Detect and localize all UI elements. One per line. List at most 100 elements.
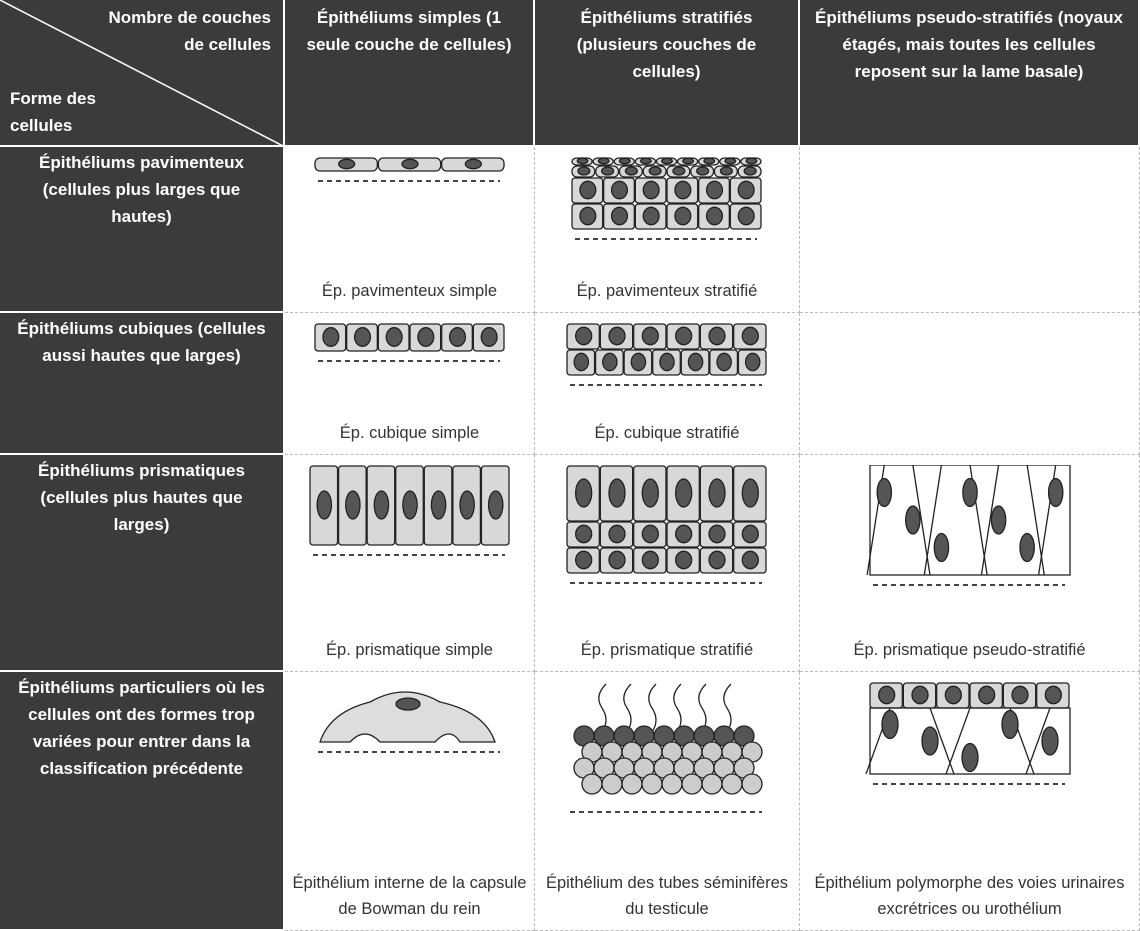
table-cell: Ép. pavimenteux simple — [285, 147, 535, 313]
nucleus — [877, 685, 895, 705]
epithelium-illustration — [866, 465, 1071, 586]
nucleus — [1010, 685, 1029, 705]
nucleus — [977, 685, 995, 705]
cell — [721, 773, 743, 795]
nucleus — [933, 532, 949, 563]
nucleus — [608, 326, 626, 346]
nucleus — [575, 550, 593, 570]
nucleus — [1040, 726, 1059, 756]
nucleus — [315, 490, 332, 520]
nucleus — [659, 352, 675, 372]
flagellum — [698, 683, 707, 733]
nucleus — [920, 726, 939, 756]
row-label: Épithéliums pavimenteux (cellules plus l… — [0, 147, 285, 313]
nucleus — [601, 166, 615, 176]
nucleus — [353, 327, 371, 347]
cells — [308, 465, 510, 546]
nucleus — [385, 327, 403, 347]
cell — [318, 691, 496, 743]
table-cell: Ép. cubique simple — [285, 313, 535, 455]
nucleus — [672, 166, 686, 176]
nucleus — [1047, 477, 1064, 508]
nucleus — [573, 352, 590, 372]
nucleus — [458, 490, 475, 520]
nucleus — [708, 326, 726, 346]
nucleus — [608, 478, 626, 508]
table-cell: Épithélium des tubes séminifères du test… — [535, 672, 800, 931]
nucleus — [741, 478, 759, 508]
cell — [681, 773, 703, 795]
cell — [641, 773, 663, 795]
nucleus — [944, 685, 962, 705]
flagellum — [598, 683, 607, 733]
nucleus — [741, 524, 759, 544]
cell-layer — [868, 465, 1071, 576]
nucleus — [610, 206, 629, 226]
flagellum — [648, 683, 657, 733]
nucleus — [337, 158, 355, 170]
cell — [601, 773, 623, 795]
cell — [661, 773, 683, 795]
nucleus — [480, 327, 498, 347]
caption: Ép. prismatique simple — [326, 641, 493, 659]
nucleus — [1000, 709, 1019, 740]
nucleus — [618, 157, 631, 165]
nucleus — [641, 478, 659, 508]
column-header: Épithéliums simples (1 seule couche de c… — [285, 0, 535, 147]
caption: Épithélium des tubes séminifères du test… — [545, 874, 789, 918]
nucleus — [990, 505, 1006, 535]
nucleus — [575, 326, 593, 346]
cell-layer — [868, 707, 1071, 775]
cells — [866, 465, 1071, 576]
nucleus — [400, 158, 419, 170]
nucleus — [675, 550, 693, 570]
nucleus — [675, 478, 693, 508]
flagellum — [723, 683, 732, 733]
cell — [581, 773, 603, 795]
epithelium-illustration — [317, 691, 500, 753]
nucleus — [373, 490, 389, 520]
cells — [571, 157, 762, 230]
nucleus — [674, 206, 692, 226]
column-header: Épithéliums stratifiés (plusieurs couche… — [535, 0, 800, 147]
diagonal — [0, 0, 285, 147]
nucleus — [675, 326, 693, 346]
cell-border — [1024, 707, 1051, 775]
nucleus — [716, 352, 732, 372]
nucleus — [737, 206, 755, 226]
nucleus — [648, 166, 662, 176]
caption: Ép. prismatique pseudo-stratifié — [853, 641, 1086, 659]
nucleus — [687, 352, 704, 372]
table-cell — [800, 147, 1140, 313]
cell — [701, 773, 723, 795]
cells — [318, 691, 496, 743]
cells — [566, 323, 767, 376]
nucleus — [344, 490, 361, 520]
nucleus — [675, 524, 693, 544]
nucleus — [575, 524, 593, 544]
caption: Ép. prismatique stratifié — [580, 641, 754, 659]
nucleus — [639, 157, 652, 165]
nucleus — [641, 326, 659, 346]
flagellum — [673, 683, 682, 733]
nucleus — [745, 157, 758, 165]
nucleus — [705, 180, 724, 200]
nucleus — [448, 327, 466, 347]
nucleus — [744, 352, 761, 372]
cell-border — [923, 465, 942, 576]
corner-top-text: Nombre de couches de cellules — [108, 8, 272, 54]
nucleus — [741, 550, 759, 570]
nucleus — [577, 166, 591, 176]
table-cell: Ép. pavimenteux stratifié — [535, 147, 800, 313]
cells — [566, 465, 767, 574]
nucleus — [602, 352, 618, 372]
corner-bottom-text: Forme des cellules — [10, 89, 96, 135]
epithelium-illustration — [864, 682, 1071, 785]
nucleus — [719, 166, 733, 176]
caption: Ép. cubique simple — [339, 424, 480, 442]
nucleus — [708, 478, 726, 508]
nucleus — [576, 157, 589, 165]
nucleus — [416, 327, 434, 347]
epithelium-illustration — [570, 683, 763, 813]
